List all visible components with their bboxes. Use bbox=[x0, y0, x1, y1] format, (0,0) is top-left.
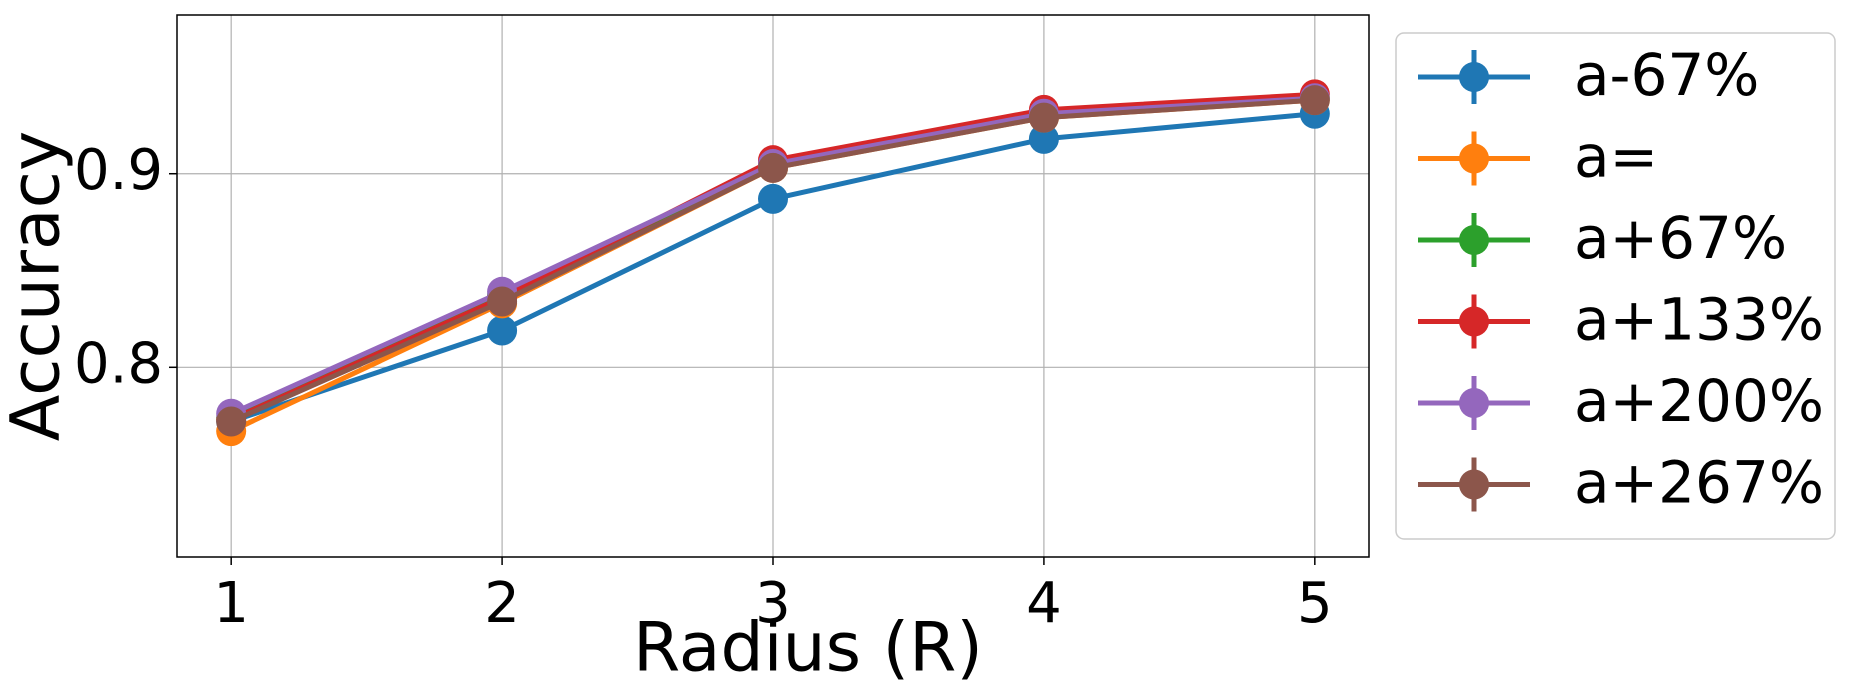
legend-label: a+267% bbox=[1574, 449, 1824, 517]
y-tick-label: 0.9 bbox=[74, 138, 163, 203]
marker bbox=[1028, 102, 1059, 133]
legend-marker bbox=[1459, 469, 1489, 500]
marker bbox=[758, 152, 788, 183]
marker bbox=[1299, 85, 1330, 116]
x-tick-label: 3 bbox=[755, 571, 791, 636]
marker bbox=[487, 286, 518, 317]
y-tick-label: 0.8 bbox=[74, 331, 163, 396]
marker bbox=[758, 183, 788, 214]
marker bbox=[1028, 123, 1059, 154]
x-tick-label: 1 bbox=[213, 571, 249, 636]
marker bbox=[216, 406, 247, 437]
legend-marker bbox=[1459, 225, 1489, 255]
marker bbox=[487, 315, 518, 346]
legend-label: a+200% bbox=[1574, 367, 1824, 435]
x-tick-label: 5 bbox=[1297, 571, 1333, 636]
legend-label: a-67% bbox=[1574, 41, 1759, 109]
legend-label: a= bbox=[1574, 123, 1658, 191]
legend-marker bbox=[1459, 62, 1489, 92]
plot-frame bbox=[176, 14, 1370, 558]
x-tick-label: 4 bbox=[1026, 571, 1062, 636]
x-axis-label: Radius (R) bbox=[633, 609, 983, 688]
legend-marker bbox=[1459, 306, 1489, 337]
y-axis-label: Accuracy bbox=[0, 131, 76, 441]
legend-label: a+133% bbox=[1574, 286, 1824, 354]
legend-marker bbox=[1459, 388, 1489, 418]
legend-label: a+67% bbox=[1574, 204, 1787, 272]
x-tick-label: 2 bbox=[484, 571, 520, 636]
legend-marker bbox=[1459, 143, 1489, 174]
